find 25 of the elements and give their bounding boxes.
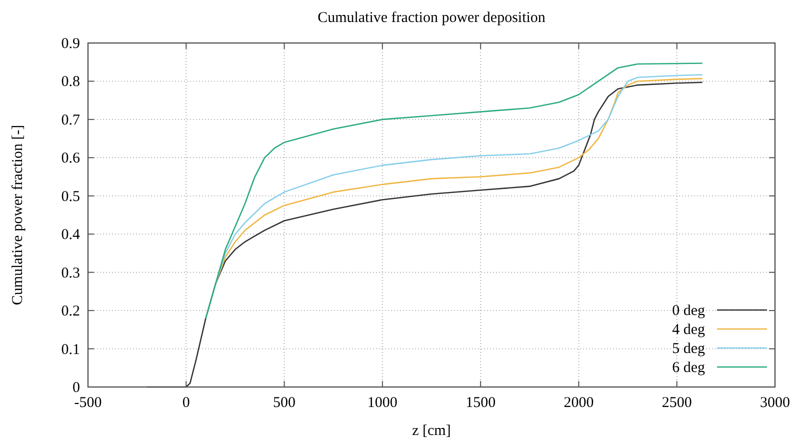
legend-label: 4 deg [672, 322, 706, 338]
x-axis-title: z [cm] [412, 423, 451, 439]
chart-title: Cumulative fraction power deposition [318, 10, 546, 26]
x-tick-label: 0 [182, 395, 190, 411]
y-tick-label: 0.4 [61, 227, 80, 244]
x-tick-label: 3000 [760, 395, 790, 411]
x-tick-label: 500 [273, 395, 296, 411]
y-tick-label: 0.9 [61, 36, 80, 52]
y-tick-label: 0.1 [61, 342, 80, 358]
x-tick-label: 2000 [564, 395, 594, 411]
y-tick-label: 0.7 [61, 112, 80, 128]
legend-label: 0 deg [672, 303, 706, 319]
x-tick-label: 1000 [367, 395, 398, 411]
y-tick-label: 0.5 [61, 188, 80, 205]
x-tick-label: -500 [74, 395, 102, 411]
legend-label: 5 deg [672, 341, 706, 357]
y-tick-label: 0.6 [61, 150, 80, 167]
y-tick-label: 0.2 [61, 304, 80, 320]
y-axis-title: Cumulative power fraction [-] [10, 124, 26, 306]
legend-label: 6 deg [672, 360, 706, 376]
x-tick-label: 1500 [466, 395, 496, 411]
y-tick-label: 0.8 [61, 74, 80, 90]
y-tick-label: 0 [72, 380, 80, 396]
y-tick-label: 0.3 [61, 265, 80, 282]
x-tick-label: 2500 [662, 395, 692, 411]
